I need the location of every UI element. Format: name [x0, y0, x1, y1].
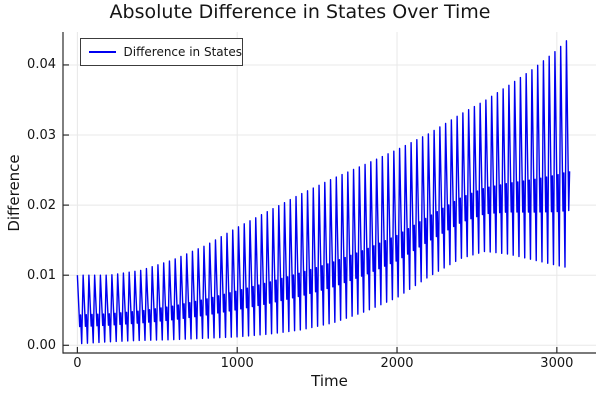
x-tick-label: 0: [73, 356, 82, 371]
legend: Difference in States: [80, 38, 243, 66]
legend-label: Difference in States: [123, 45, 242, 59]
y-tick-label: 0.00: [27, 337, 56, 353]
series-line: [76, 40, 571, 345]
y-tick-label: 0.03: [27, 127, 56, 143]
y-axis-label: Difference: [5, 154, 23, 232]
legend-line-swatch: [89, 50, 116, 54]
y-tick-label: 0.02: [27, 197, 56, 213]
chart-title: Absolute Difference in States Over Time: [109, 1, 491, 23]
y-tick-label: 0.01: [27, 267, 56, 283]
y-tick-label: 0.04: [27, 57, 56, 73]
x-tick-label: 1000: [220, 356, 254, 371]
x-tick-label: 2000: [380, 356, 414, 371]
x-tick-label: 3000: [540, 356, 574, 371]
x-axis-label: Time: [311, 372, 348, 390]
